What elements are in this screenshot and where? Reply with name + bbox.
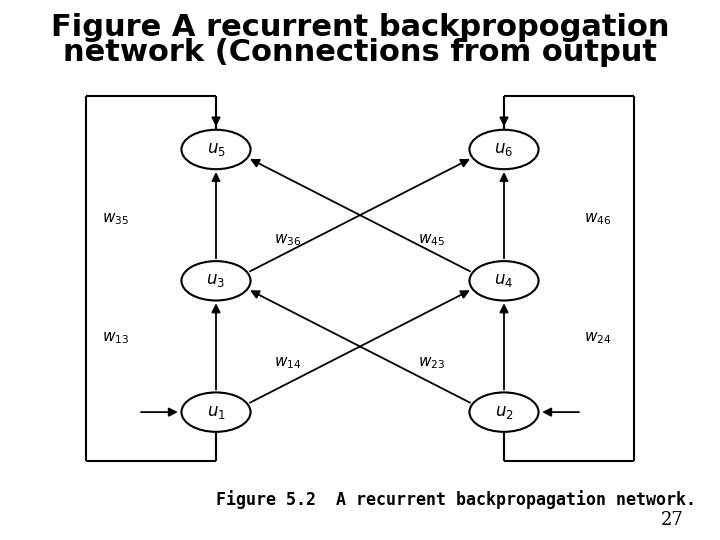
Text: network (Connections from output: network (Connections from output [63,38,657,67]
Circle shape [181,130,251,169]
Text: $u_{5}$: $u_{5}$ [207,141,225,158]
Text: $w_{13}$: $w_{13}$ [102,330,129,346]
Text: $u_{2}$: $u_{2}$ [495,403,513,421]
Text: $w_{14}$: $w_{14}$ [274,355,302,371]
Text: $u_{3}$: $u_{3}$ [207,272,225,289]
Text: $w_{45}$: $w_{45}$ [418,232,446,248]
Text: $w_{36}$: $w_{36}$ [274,232,302,248]
Text: $w_{24}$: $w_{24}$ [584,330,611,346]
Text: $w_{35}$: $w_{35}$ [102,211,129,227]
Circle shape [469,130,539,169]
Text: $u_{6}$: $u_{6}$ [495,141,513,158]
Text: $w_{46}$: $w_{46}$ [584,211,611,227]
Text: Figure A recurrent backpropogation: Figure A recurrent backpropogation [50,14,670,43]
Circle shape [469,393,539,432]
Text: Figure 5.2  A recurrent backpropagation network.: Figure 5.2 A recurrent backpropagation n… [216,490,696,509]
Text: $w_{23}$: $w_{23}$ [418,355,446,371]
Circle shape [181,261,251,300]
Circle shape [181,393,251,432]
Text: 27: 27 [661,511,684,529]
Text: $u_{4}$: $u_{4}$ [495,272,513,289]
Text: $u_{1}$: $u_{1}$ [207,403,225,421]
Circle shape [469,261,539,300]
